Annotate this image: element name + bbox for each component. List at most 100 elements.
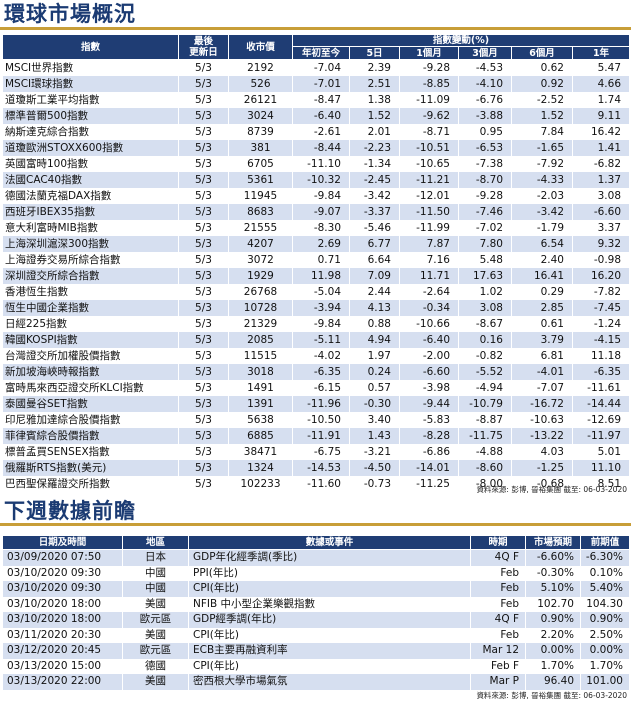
table-row: 03/10/2020 09:30 中國 PPI(年比) Feb -0.30% 0.10% xyxy=(2,565,630,581)
change-6m: -4.01 xyxy=(511,364,573,380)
event-previous: 0.00% xyxy=(580,643,630,659)
data-preview-table: 日期及時間 地區 數據或事件 時期 市場預期 前期值 03/09/2020 07… xyxy=(2,535,630,690)
change-3m: 1.02 xyxy=(458,284,512,300)
index-name: 泰國曼谷SET指數 xyxy=(2,396,179,412)
change-6m: 6.81 xyxy=(511,348,573,364)
change-1y: 11.18 xyxy=(571,348,631,364)
close-price: 11945 xyxy=(228,188,293,204)
event-region: 中國 xyxy=(122,565,189,581)
change-6m: 0.62 xyxy=(511,59,573,76)
change-3m: 3.08 xyxy=(458,300,512,316)
table-row: 英國富時100指數 5/3 6705 -11.10 -1.34 -10.65 -7.38 -7… xyxy=(2,156,631,172)
table-row: 03/10/2020 18:00 美國 NFIB 中小型企業樂觀指數 Feb 102.7… xyxy=(2,596,630,612)
change-3m: 7.80 xyxy=(458,236,512,252)
updated-date: 5/3 xyxy=(178,188,229,204)
change-6m: 4.03 xyxy=(511,444,573,460)
table-row: 韓國KOSPI指數 5/3 2085 -5.11 4.94 -6.40 0.16 3.79 -4… xyxy=(2,332,631,348)
event-region: 日本 xyxy=(122,549,189,566)
updated-date: 5/3 xyxy=(178,444,229,460)
change-6m: 6.54 xyxy=(511,236,573,252)
change-1m: -6.60 xyxy=(399,364,459,380)
table-row: 上海證券交易所綜合指數 5/3 3072 0.71 6.64 7.16 5.48 2.40 -0… xyxy=(2,252,631,268)
updated-date: 5/3 xyxy=(178,428,229,444)
change-1m: 11.71 xyxy=(399,268,459,284)
change-ytd: -10.32 xyxy=(292,172,350,188)
event-name: GDP年化經季調(季比) xyxy=(188,549,471,566)
updated-date: 5/3 xyxy=(178,364,229,380)
updated-date: 5/3 xyxy=(178,380,229,396)
change-6m: 3.79 xyxy=(511,332,573,348)
change-3m: 0.95 xyxy=(458,124,512,140)
title-underline xyxy=(0,523,631,526)
table-row: 意大利富時MIB指數 5/3 21555 -8.30 -5.46 -11.99 -7.02-… xyxy=(2,220,631,236)
close-price: 2085 xyxy=(228,332,293,348)
index-name: 印尼雅加達綜合股價指數 xyxy=(2,412,179,428)
change-1y: 3.37 xyxy=(571,220,631,236)
header-3m: 3個月 xyxy=(458,46,512,60)
close-price: 5638 xyxy=(228,412,293,428)
table-row: 上海深圳滬深300指數 5/3 4207 2.69 6.77 7.87 7.80 6.54 9.… xyxy=(2,236,631,252)
change-1m: -12.01 xyxy=(399,188,459,204)
change-ytd: -8.30 xyxy=(292,220,350,236)
updated-date: 5/3 xyxy=(178,59,229,76)
change-5d: -0.30 xyxy=(349,396,400,412)
header-datetime: 日期及時間 xyxy=(2,535,123,550)
change-3m: -6.76 xyxy=(458,92,512,108)
change-1m: -10.65 xyxy=(399,156,459,172)
change-ytd: -5.11 xyxy=(292,332,350,348)
change-ytd: -4.02 xyxy=(292,348,350,364)
event-datetime: 03/10/2020 09:30 xyxy=(2,565,123,581)
change-1m: -11.50 xyxy=(399,204,459,220)
header-updated: 最後 更新日 xyxy=(178,34,229,60)
index-name: 富時馬來西亞證交所KLCI指數 xyxy=(2,380,179,396)
updated-date: 5/3 xyxy=(178,460,229,476)
change-1m: -3.98 xyxy=(399,380,459,396)
index-name: 標普孟買SENSEX指數 xyxy=(2,444,179,460)
table-row: 03/10/2020 09:30 中國 CPI(年比) Feb 5.10% 5.40% xyxy=(2,581,630,597)
event-name: GDP經季調(年比) xyxy=(188,612,471,628)
updated-date: 5/3 xyxy=(178,76,229,92)
change-1m: -5.83 xyxy=(399,412,459,428)
close-price: 21329 xyxy=(228,316,293,332)
updated-date: 5/3 xyxy=(178,268,229,284)
event-name: CPI(年比) xyxy=(188,581,471,597)
change-ytd: -6.35 xyxy=(292,364,350,380)
updated-date: 5/3 xyxy=(178,204,229,220)
change-ytd: -8.47 xyxy=(292,92,350,108)
change-6m: 2.85 xyxy=(511,300,573,316)
change-1m: -8.28 xyxy=(399,428,459,444)
table-row: 俄羅斯RTS指數(美元) 5/3 1324 -14.53 -4.50 -14.01 -8.6… xyxy=(2,460,631,476)
change-6m: -0.68 xyxy=(511,476,573,492)
index-name: 巴西聖保羅證交所指數 xyxy=(2,476,179,492)
change-5d: 2.51 xyxy=(349,76,400,92)
event-name: NFIB 中小型企業樂觀指數 xyxy=(188,596,471,612)
change-5d: 4.94 xyxy=(349,332,400,348)
change-1y: 5.01 xyxy=(571,444,631,460)
change-1m: -6.40 xyxy=(399,332,459,348)
change-1m: -9.62 xyxy=(399,108,459,124)
change-ytd: -9.84 xyxy=(292,316,350,332)
change-6m: 1.52 xyxy=(511,108,573,124)
change-5d: -3.21 xyxy=(349,444,400,460)
table-row: 香港恆生指數 5/3 26768 -5.04 2.44 -2.64 1.02 0.29 -7.8… xyxy=(2,284,631,300)
change-5d: -4.50 xyxy=(349,460,400,476)
close-price: 6705 xyxy=(228,156,293,172)
index-name: 上海深圳滬深300指數 xyxy=(2,236,179,252)
data-preview-source: 資料來源: 彭博, 晉裕集團 截至: 06-03-2020 xyxy=(476,691,627,700)
header-forecast: 市場預期 xyxy=(525,535,581,550)
change-5d: 1.52 xyxy=(349,108,400,124)
change-3m: -11.75 xyxy=(458,428,512,444)
updated-date: 5/3 xyxy=(178,412,229,428)
updated-date: 5/3 xyxy=(178,124,229,140)
change-5d: 2.39 xyxy=(349,59,400,76)
header-updated-line1: 最後 xyxy=(193,36,213,47)
data-preview-title: 下週數據前瞻 xyxy=(4,499,136,523)
index-name: 德國法蘭克福DAX指數 xyxy=(2,188,179,204)
event-name: 密西根大學市場氣氛 xyxy=(188,674,471,690)
market-overview-table: 指數 最後 更新日 收市價 指數變動(%) 年初至今 5日 1個月 3個月 6個… xyxy=(2,34,631,492)
table-row: 台灣證交所加權股價指數 5/3 11515 -4.02 1.97 -2.00 -0.82 6.… xyxy=(2,348,631,364)
event-forecast: 102.70 xyxy=(525,596,581,612)
index-name: 香港恆生指數 xyxy=(2,284,179,300)
updated-date: 5/3 xyxy=(178,236,229,252)
change-5d: 0.88 xyxy=(349,316,400,332)
